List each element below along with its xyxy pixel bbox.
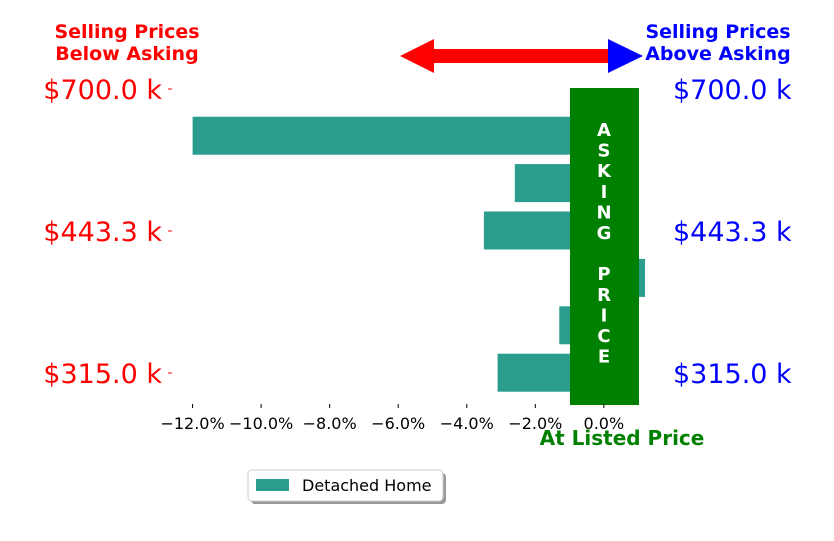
x-tick-label: −8.0% xyxy=(303,414,357,433)
asking-letter: A xyxy=(597,120,611,141)
x-tick-label: −12.0% xyxy=(160,414,224,433)
asking-letter: G xyxy=(597,223,612,244)
x-tick-label: −6.0% xyxy=(371,414,425,433)
bar xyxy=(192,116,604,155)
direction-arrow xyxy=(400,39,643,73)
asking-letter: R xyxy=(597,285,611,306)
legend-box xyxy=(247,469,444,502)
asking-letter: E xyxy=(598,347,610,368)
x-tick-label: 0.0% xyxy=(584,414,625,433)
above-asking-header-line2: Above Asking xyxy=(645,43,791,65)
right-price-label: $443.3 k xyxy=(673,217,792,248)
asking-letter: N xyxy=(596,202,611,223)
x-tick-label: −10.0% xyxy=(229,414,293,433)
legend-swatch xyxy=(256,479,289,491)
below-asking-header-line2: Below Asking xyxy=(55,43,198,65)
x-tick-label: −2.0% xyxy=(508,414,562,433)
legend: Detached Home xyxy=(247,469,446,504)
arrow-right-head xyxy=(608,39,643,73)
right-price-label: $700.0 k xyxy=(673,75,792,106)
left-price-label: $315.0 k xyxy=(43,359,162,390)
asking-letter: S xyxy=(598,141,611,162)
legend-label: Detached Home xyxy=(302,476,432,495)
left-price-axis: $700.0 k $443.3 k $315.0 k xyxy=(43,75,172,390)
asking-price-band xyxy=(570,88,639,405)
arrow-left-head xyxy=(400,39,434,73)
x-tick-label: −4.0% xyxy=(440,414,494,433)
asking-letter: C xyxy=(597,326,610,347)
right-price-axis: $700.0 k $443.3 k $315.0 k xyxy=(673,75,792,390)
at-listed-price-label: At Listed Price xyxy=(540,426,705,450)
above-asking-header-line1: Selling Prices xyxy=(645,21,790,43)
asking-letter: P xyxy=(597,264,610,285)
asking-letter: K xyxy=(597,161,612,182)
right-price-label: $315.0 k xyxy=(673,359,792,390)
left-price-label: $700.0 k xyxy=(43,75,162,106)
asking-letter: I xyxy=(601,305,608,326)
left-price-label: $443.3 k xyxy=(43,217,162,248)
arrow-shaft xyxy=(432,49,616,63)
below-asking-header-line1: Selling Prices xyxy=(54,21,199,43)
x-axis: −12.0% −10.0% −8.0% −6.0% −4.0% −2.0% 0.0% xyxy=(160,404,624,433)
asking-letter: I xyxy=(601,182,608,203)
